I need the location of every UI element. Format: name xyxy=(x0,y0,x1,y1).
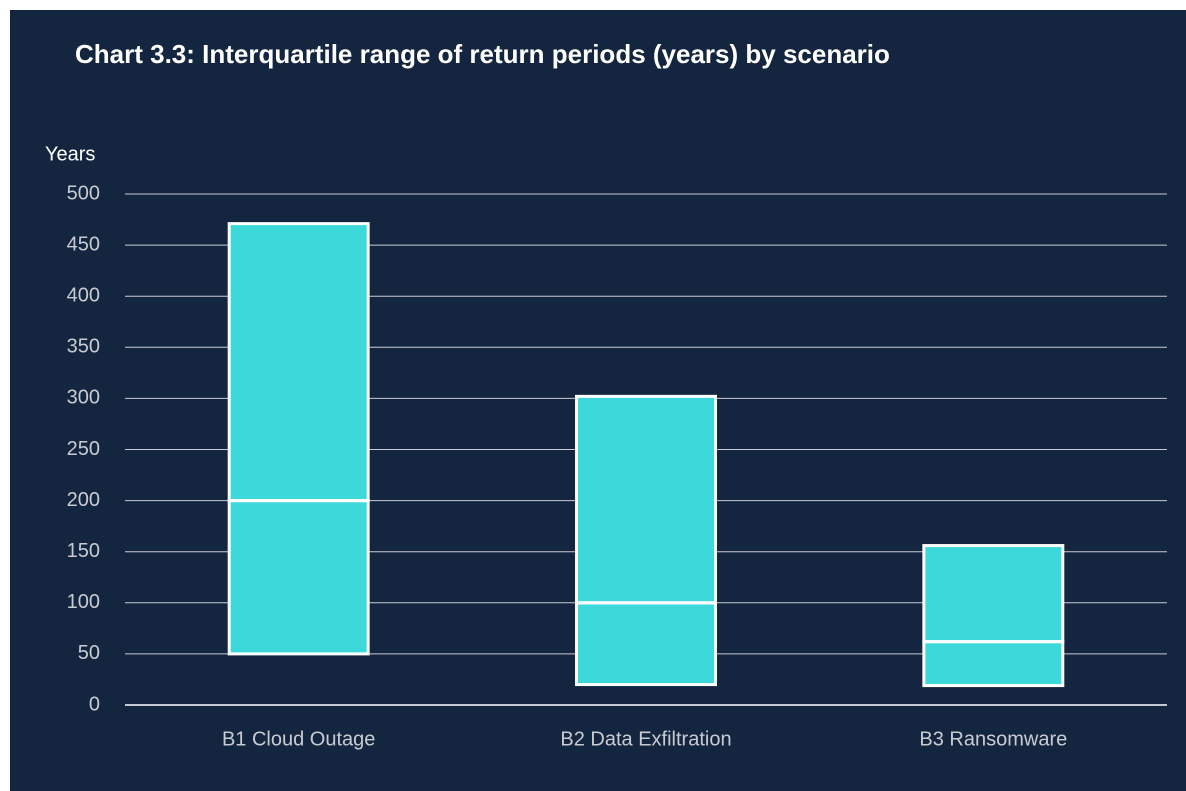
y-tick-label: 450 xyxy=(67,233,100,255)
box-lower xyxy=(575,601,717,687)
y-tick-label: 250 xyxy=(67,438,100,460)
x-tick-label: B2 Data Exfiltration xyxy=(560,728,731,750)
y-tick-label: 50 xyxy=(78,642,100,664)
y-tick-label: 0 xyxy=(89,693,100,715)
chart-title: Chart 3.3: Interquartile range of return… xyxy=(75,39,890,69)
x-tick-label: B3 Ransomware xyxy=(919,728,1067,750)
y-tick-label: 400 xyxy=(67,284,100,306)
box-upper xyxy=(575,394,717,605)
x-tick-label: B1 Cloud Outage xyxy=(222,728,375,750)
box-lower xyxy=(227,499,370,656)
y-tick-label: 150 xyxy=(67,540,100,562)
box-upper xyxy=(922,544,1065,644)
y-tick-label: 500 xyxy=(67,182,100,204)
box-lower xyxy=(922,640,1065,688)
y-tick-label: 300 xyxy=(67,387,100,409)
y-tick-label: 350 xyxy=(67,336,100,358)
y-axis-label: Years xyxy=(45,143,95,165)
y-tick-label: 100 xyxy=(67,591,100,613)
box-upper xyxy=(227,222,370,503)
y-tick-label: 200 xyxy=(67,489,100,511)
